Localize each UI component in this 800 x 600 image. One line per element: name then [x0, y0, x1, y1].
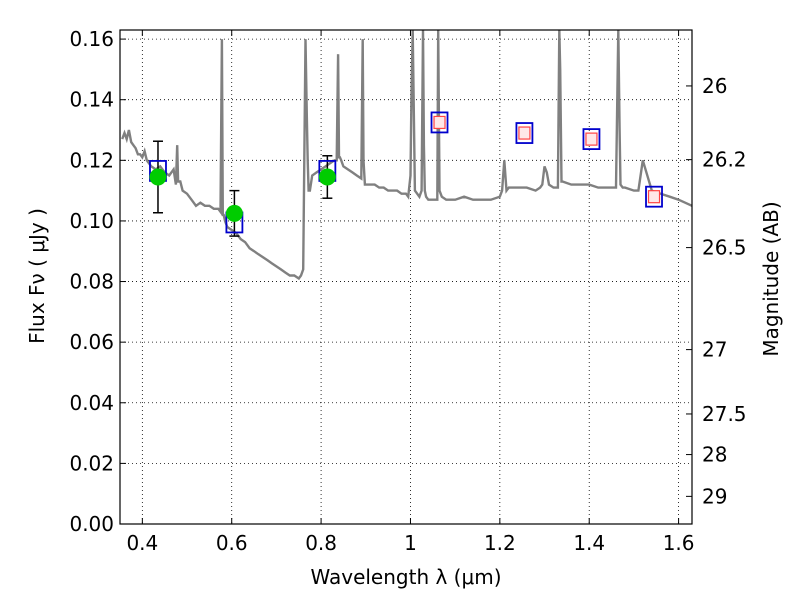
upper-limit-square	[585, 132, 598, 146]
upper-limit-square	[647, 190, 661, 204]
x-tick-label: 1	[404, 531, 417, 555]
x-tick-label: 0.6	[216, 531, 248, 555]
grid-lines	[120, 30, 692, 525]
model-square	[430, 111, 449, 134]
y-tick-label: 0.10	[69, 209, 114, 233]
upper-limit-square	[433, 115, 446, 130]
y-tick-label: 0.12	[69, 148, 114, 172]
x-tick-label: 0.4	[126, 531, 158, 555]
observed-point	[149, 168, 167, 186]
y-tick-label: 0.02	[69, 451, 114, 475]
y-tick-label: 0.06	[69, 330, 114, 354]
y-tick-label: 0.08	[69, 270, 114, 294]
y2-tick-label: 28	[702, 443, 727, 467]
y-tick-label: 0.16	[69, 27, 114, 51]
x-tick-label: 1.2	[484, 531, 516, 555]
y-axis-title: Flux Fν ( μJy )	[25, 208, 49, 344]
y2-tick-label: 27.5	[702, 402, 747, 426]
x-axis-title: Wavelength λ (μm)	[310, 565, 501, 589]
y-tick-label: 0.00	[69, 512, 114, 536]
model-square	[645, 185, 663, 208]
spectrum-line	[121, 30, 692, 281]
observed-point	[318, 168, 336, 186]
axes-frame	[119, 29, 693, 525]
observed-point	[225, 204, 243, 222]
y-tick-label: 0.14	[69, 88, 114, 112]
y2-tick-label: 29	[702, 484, 727, 508]
x-tick-label: 0.8	[305, 531, 337, 555]
plot-frame	[119, 29, 693, 525]
spectrum-series	[121, 30, 692, 281]
y2-tick-label: 27	[702, 338, 727, 362]
y2-tick-label: 26.5	[702, 236, 747, 260]
upper-limit-square	[518, 126, 531, 140]
y2-tick-label: 26	[702, 74, 727, 98]
photometry-markers	[149, 111, 663, 237]
y2-tick-label: 26.2	[702, 148, 747, 172]
x-tick-label: 1.4	[573, 531, 605, 555]
axis-ticks: 0.4 0.6 0.8 1 1.2 1.4 1.6 0.00 0.02 0.04 0.06 0.08 0…	[69, 27, 746, 555]
model-square	[515, 122, 534, 144]
x-tick-label: 1.6	[663, 531, 695, 555]
y-tick-label: 0.04	[69, 391, 114, 415]
model-square	[582, 128, 601, 151]
y2-axis-title: Magnitude (AB)	[759, 201, 783, 356]
